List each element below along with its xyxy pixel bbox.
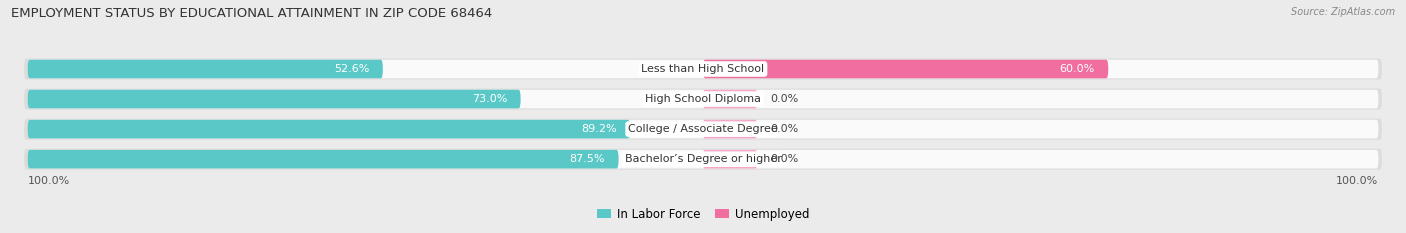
FancyBboxPatch shape xyxy=(28,90,520,108)
Text: EMPLOYMENT STATUS BY EDUCATIONAL ATTAINMENT IN ZIP CODE 68464: EMPLOYMENT STATUS BY EDUCATIONAL ATTAINM… xyxy=(11,7,492,20)
Text: High School Diploma: High School Diploma xyxy=(645,94,761,104)
Text: Less than High School: Less than High School xyxy=(641,64,765,74)
Legend: In Labor Force, Unemployed: In Labor Force, Unemployed xyxy=(598,208,808,221)
FancyBboxPatch shape xyxy=(28,90,1378,108)
FancyBboxPatch shape xyxy=(28,150,1378,168)
Text: 60.0%: 60.0% xyxy=(1060,64,1095,74)
Text: 100.0%: 100.0% xyxy=(1336,176,1378,186)
FancyBboxPatch shape xyxy=(28,60,1378,78)
FancyBboxPatch shape xyxy=(24,58,1382,79)
Text: College / Associate Degree: College / Associate Degree xyxy=(628,124,778,134)
FancyBboxPatch shape xyxy=(24,149,1382,170)
Text: 100.0%: 100.0% xyxy=(28,176,70,186)
FancyBboxPatch shape xyxy=(28,120,1378,138)
Text: 52.6%: 52.6% xyxy=(335,64,370,74)
FancyBboxPatch shape xyxy=(28,150,619,168)
FancyBboxPatch shape xyxy=(28,120,630,138)
Text: Source: ZipAtlas.com: Source: ZipAtlas.com xyxy=(1291,7,1395,17)
FancyBboxPatch shape xyxy=(24,119,1382,140)
FancyBboxPatch shape xyxy=(28,60,382,78)
Text: 0.0%: 0.0% xyxy=(770,154,799,164)
Text: Bachelor’s Degree or higher: Bachelor’s Degree or higher xyxy=(624,154,782,164)
Text: 89.2%: 89.2% xyxy=(581,124,617,134)
Text: 87.5%: 87.5% xyxy=(569,154,605,164)
FancyBboxPatch shape xyxy=(703,60,1108,78)
FancyBboxPatch shape xyxy=(24,89,1382,110)
FancyBboxPatch shape xyxy=(703,120,756,138)
Text: 0.0%: 0.0% xyxy=(770,124,799,134)
FancyBboxPatch shape xyxy=(703,150,756,168)
Text: 0.0%: 0.0% xyxy=(770,94,799,104)
Text: 73.0%: 73.0% xyxy=(472,94,508,104)
FancyBboxPatch shape xyxy=(703,90,756,108)
